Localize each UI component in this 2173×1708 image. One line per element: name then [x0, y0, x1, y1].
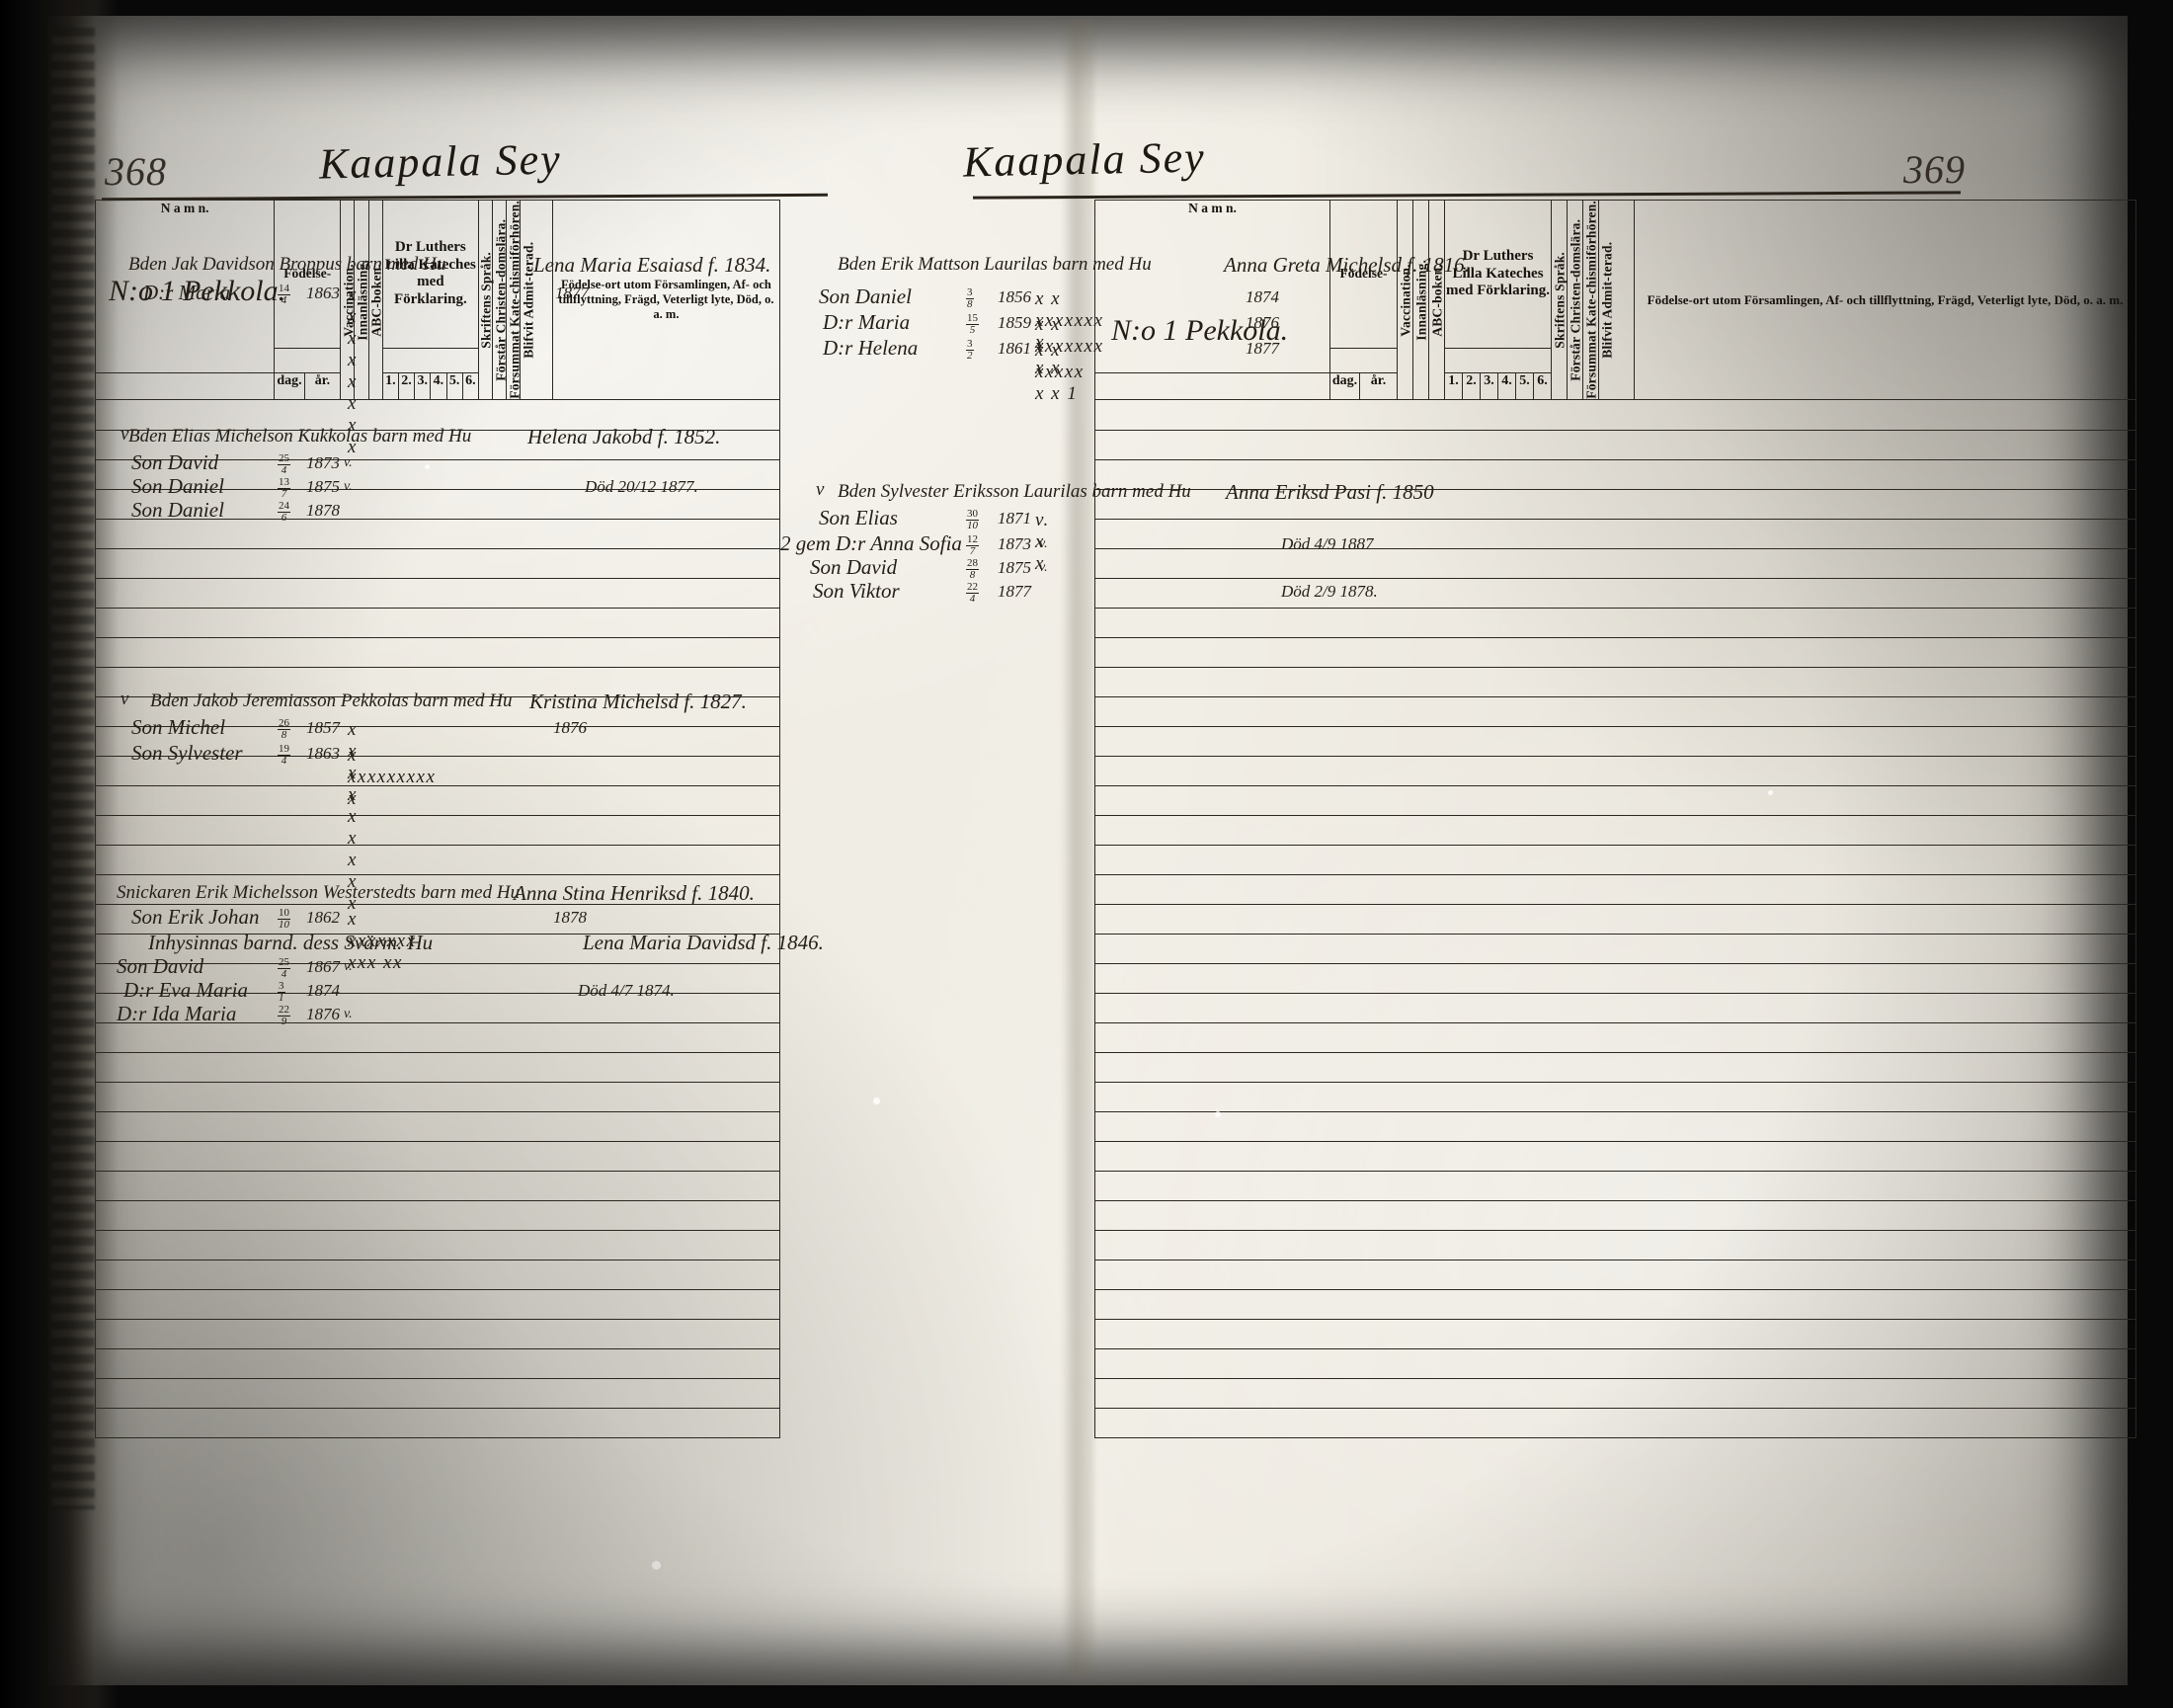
col-header-kateches-4: 4.	[430, 371, 447, 400]
page-heading-right: Kaapala Sey	[962, 132, 1207, 187]
col-header-blifvit-admitterad: Blifvit Admit-terad.	[520, 200, 553, 400]
col-header-ar-right: år.	[1359, 371, 1398, 400]
col-header-abc-boken-right: ABC-boken.	[1428, 200, 1445, 400]
col-header-innanlasning-right: Innanläsning.	[1412, 200, 1429, 400]
col-header-namn-spacer	[94, 371, 276, 400]
col-header-kateches-right: Dr Luthers Lilla Kateches med Förklaring…	[1444, 200, 1552, 349]
col-header-kateches-6-right: 6.	[1533, 371, 1552, 400]
col-header-namn-spacer-right	[1094, 371, 1330, 400]
col-header-skriftens-sprak-right: Skriftens Språk.	[1551, 200, 1568, 400]
col-header-kateches-4-right: 4.	[1497, 371, 1516, 400]
col-header-innanlasning: Innanläsning.	[354, 200, 369, 400]
col-header-anteckningar: Födelse-ort utom Församlingen, Af- och t…	[551, 200, 781, 400]
right-page: 369 Kaapala Sey	[963, 0, 2128, 1669]
col-header-skriftens-sprak: Skriftens Språk.	[478, 200, 494, 400]
col-header-fodelse: Födelse-	[274, 200, 342, 349]
folio-number-left: 368	[105, 149, 167, 194]
col-header-anteckningar-right: Födelse-ort utom Församlingen, Af- och t…	[1634, 200, 2136, 400]
col-header-kateches-2: 2.	[397, 371, 416, 400]
col-header-abc-boken: ABC-boken.	[368, 200, 384, 400]
col-header-namn-right: N a m n.	[1094, 200, 1330, 373]
left-page: 368 Kaapala Sey	[47, 0, 1075, 1669]
col-header-kateches-1: 1.	[381, 371, 399, 400]
book-gutter	[1061, 18, 1094, 1677]
col-header-dag: dag.	[274, 371, 305, 400]
col-header-kateches: Dr Luthers Lilla Kateches med Förklaring…	[381, 200, 479, 349]
scan-edge-streaks	[51, 28, 95, 1509]
col-header-vaccination-right: Vaccination.	[1397, 200, 1413, 400]
col-header-kateches-5-right: 5.	[1515, 371, 1534, 400]
page-heading-left: Kaapala Sey	[318, 134, 563, 189]
register-table-right: N a m n. Födelse- Vaccination. Innanläsn…	[1094, 200, 2136, 1438]
folio-number-right: 369	[1903, 147, 1966, 192]
col-header-forstar-christendomslara: Förstår Christen-domslära.	[492, 200, 508, 400]
heading-rule-right	[972, 191, 1962, 200]
col-header-kateches-5: 5.	[445, 371, 463, 400]
col-header-kateches-3-right: 3.	[1480, 371, 1498, 400]
col-header-kateches-3: 3.	[414, 371, 432, 400]
col-header-dag-right: dag.	[1329, 371, 1360, 400]
col-header-blifvit-admitterad-right: Blifvit Admit-terad.	[1598, 200, 1635, 400]
farm-label-left: N:o 1 Pekkola.	[109, 275, 286, 307]
register-table-left: N a m n. Födelse- Vaccination. Innanläsn…	[94, 200, 781, 1438]
col-header-forsummat-katechismiforhoren: Försummat Kate-chismiförhören.	[506, 200, 523, 400]
farm-label-right: N:o 1 Pekkola.	[1111, 314, 1289, 347]
col-header-vaccination: Vaccination.	[340, 200, 356, 400]
col-header-forsummat-katechismiforhoren-right: Försummat Kate-chismiförhören.	[1582, 200, 1599, 400]
col-header-kateches-6: 6.	[461, 371, 479, 400]
col-header-namn: N a m n.	[94, 200, 276, 373]
col-header-kateches-2-right: 2.	[1462, 371, 1481, 400]
col-header-kateches-1-right: 1.	[1444, 371, 1463, 400]
col-header-ar: år.	[303, 371, 342, 400]
col-header-fodelse-right: Födelse-	[1329, 200, 1398, 349]
col-header-forstar-christendomslara-right: Förstår Christen-domslära.	[1567, 200, 1583, 400]
